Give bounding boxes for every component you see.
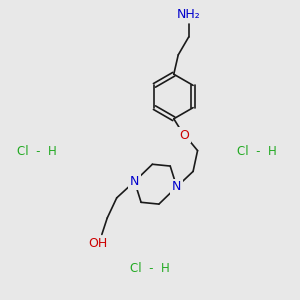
Text: O: O <box>179 129 189 142</box>
Text: N: N <box>130 175 139 188</box>
Text: Cl  -  H: Cl - H <box>17 145 57 158</box>
Text: NH₂: NH₂ <box>177 8 200 21</box>
Text: OH: OH <box>89 237 108 250</box>
Text: Cl  -  H: Cl - H <box>237 145 277 158</box>
Text: N: N <box>172 180 182 194</box>
Text: N: N <box>172 180 182 194</box>
Text: Cl  -  H: Cl - H <box>130 262 170 275</box>
